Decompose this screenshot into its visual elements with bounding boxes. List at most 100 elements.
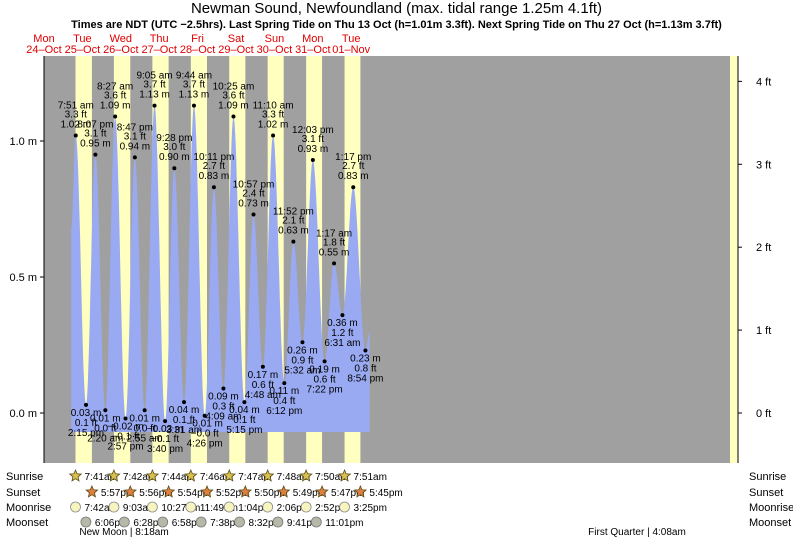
low-tide-height: −0.03 m: [147, 424, 183, 435]
low-tide-point: [182, 400, 187, 405]
sunrise-time: 7:47am: [238, 472, 271, 483]
high-tide-point: [73, 133, 78, 138]
low-tide-height: 0.11 m: [269, 386, 299, 397]
low-tide-time: 2:20 am: [87, 433, 123, 444]
right-axis-tick-label: 1 ft: [756, 325, 771, 337]
moonrise-time: 7:42am: [84, 503, 117, 514]
sunset-icon: [123, 484, 137, 498]
sunrise-time: 7:41am: [84, 472, 117, 483]
low-tide-height: 0.17 m: [248, 370, 279, 381]
sunrise-time: 7:44am: [161, 472, 194, 483]
day-of-week-label: Tue: [342, 33, 361, 45]
low-tide-time: 6:31 am: [324, 338, 360, 349]
moonrise-time: 2:06pm: [277, 503, 310, 514]
high-tide-feet: 3.1 ft: [124, 131, 146, 142]
high-tide-feet: 3.7 ft: [143, 80, 165, 91]
low-tide-feet: −0.0 ft: [191, 429, 219, 440]
low-tide-height: 0.36 m: [327, 318, 358, 329]
right-axis-tick-label: 3 ft: [756, 159, 771, 171]
moonset-time: 7:38pm: [210, 518, 243, 529]
moonset-icon: [234, 516, 245, 528]
low-tide-feet: −0.1 ft: [111, 431, 139, 442]
moonrise-icon: [185, 501, 197, 513]
low-tide-time: 6:12 pm: [266, 406, 302, 417]
high-tide-height: 1.13 m: [139, 90, 170, 101]
moonrise-time: 10:27am: [161, 503, 200, 514]
high-tide-height: 1.09 m: [100, 101, 131, 112]
high-tide-point: [191, 103, 196, 108]
right-axis-tick-label: 4 ft: [756, 76, 771, 88]
low-tide-feet: 0.6 ft: [252, 380, 274, 391]
high-tide-height: 0.73 m: [238, 198, 269, 209]
high-tide-time: 1:17 am: [316, 228, 352, 239]
low-tide-point: [260, 364, 265, 369]
high-tide-feet: 3.3 ft: [65, 110, 87, 121]
sunset-time: 5:47pm: [331, 488, 364, 499]
chart-subtitle: Times are NDT (UTC −2.5hrs). Last Spring…: [71, 19, 722, 31]
high-tide-feet: 2.7 ft: [203, 161, 225, 172]
high-tide-feet: 3.6 ft: [104, 91, 126, 102]
high-tide-point: [310, 158, 315, 163]
day-of-week-label: Sun: [265, 33, 285, 45]
moonrise-icon: [108, 501, 120, 513]
sunrise-icon: [184, 468, 198, 482]
row-label-left: Sunset: [6, 487, 40, 499]
low-tide-feet: 0.1 ft: [75, 418, 97, 429]
low-tide-time: 2:15 pm: [68, 428, 104, 439]
right-axis-tick-label: 2 ft: [756, 242, 771, 254]
low-tide-time: 2:55 am: [127, 433, 163, 444]
high-tide-height: 0.95 m: [80, 139, 111, 150]
moonset-time: 9:41pm: [287, 518, 320, 529]
moonrise-icon: [146, 501, 158, 513]
low-tide-height: −0.02 m: [107, 421, 143, 432]
sunrise-icon: [107, 468, 121, 482]
high-tide-height: 0.90 m: [159, 152, 190, 163]
low-tide-height: 0.23 m: [350, 353, 381, 364]
high-tide-height: 0.63 m: [278, 226, 309, 237]
low-tide-feet: 0.9 ft: [291, 355, 313, 366]
low-tide-height: 0.26 m: [287, 345, 318, 356]
high-tide-height: 1.09 m: [218, 101, 249, 112]
day-of-week-label: Mon: [33, 33, 54, 45]
high-tide-height: 1.02 m: [258, 120, 289, 131]
high-tide-feet: 3.1 ft: [302, 134, 324, 145]
moonset-time: 6:28pm: [133, 518, 166, 529]
high-tide-point: [211, 185, 216, 190]
high-tide-point: [251, 212, 256, 217]
moonset-icon: [310, 516, 322, 528]
low-tide-height: 0.04 m: [169, 405, 200, 416]
high-tide-point: [152, 103, 157, 108]
sunrise-icon: [222, 468, 237, 482]
sunrise-icon: [337, 468, 352, 482]
date-label: 25–Oct: [65, 44, 100, 56]
low-tide-point: [340, 313, 345, 318]
moonset-time: 11:01pm: [325, 518, 363, 529]
moonrise-icon: [339, 501, 350, 513]
high-tide-feet: 3.0 ft: [163, 142, 185, 153]
day-of-week-label: Thu: [150, 33, 169, 45]
row-label-right: Sunrise: [749, 471, 786, 483]
low-tide-height: 0.04 m: [229, 405, 260, 416]
low-tide-time: 2:57 pm: [107, 441, 143, 452]
low-tide-point: [163, 419, 168, 424]
tide-area: [71, 105, 370, 432]
low-tide-point: [322, 359, 327, 364]
high-tide-time: 8:07 pm: [77, 120, 113, 131]
date-label: 01–Nov: [332, 44, 370, 56]
sunset-time: 5:56pm: [139, 488, 172, 499]
sunrise-time: 7:42am: [123, 472, 156, 483]
low-tide-feet: 0.0 ft: [94, 423, 116, 434]
moonrise-time: 1:04pm: [238, 503, 271, 514]
low-tide-feet: 0.6 ft: [313, 374, 335, 385]
low-tide-feet: 0.4 ft: [273, 396, 295, 407]
high-tide-point: [231, 114, 236, 119]
left-axis-tick-label: 0.5 m: [9, 272, 37, 284]
low-tide-height: 0.09 m: [208, 392, 239, 403]
high-tide-feet: 2.7 ft: [342, 161, 364, 172]
sunrise-icon: [261, 468, 275, 482]
low-tide-time: 5:32 am: [284, 365, 320, 376]
moonrise-time: 9:03am: [123, 503, 156, 514]
high-tide-point: [132, 155, 137, 160]
high-tide-point: [351, 185, 356, 190]
